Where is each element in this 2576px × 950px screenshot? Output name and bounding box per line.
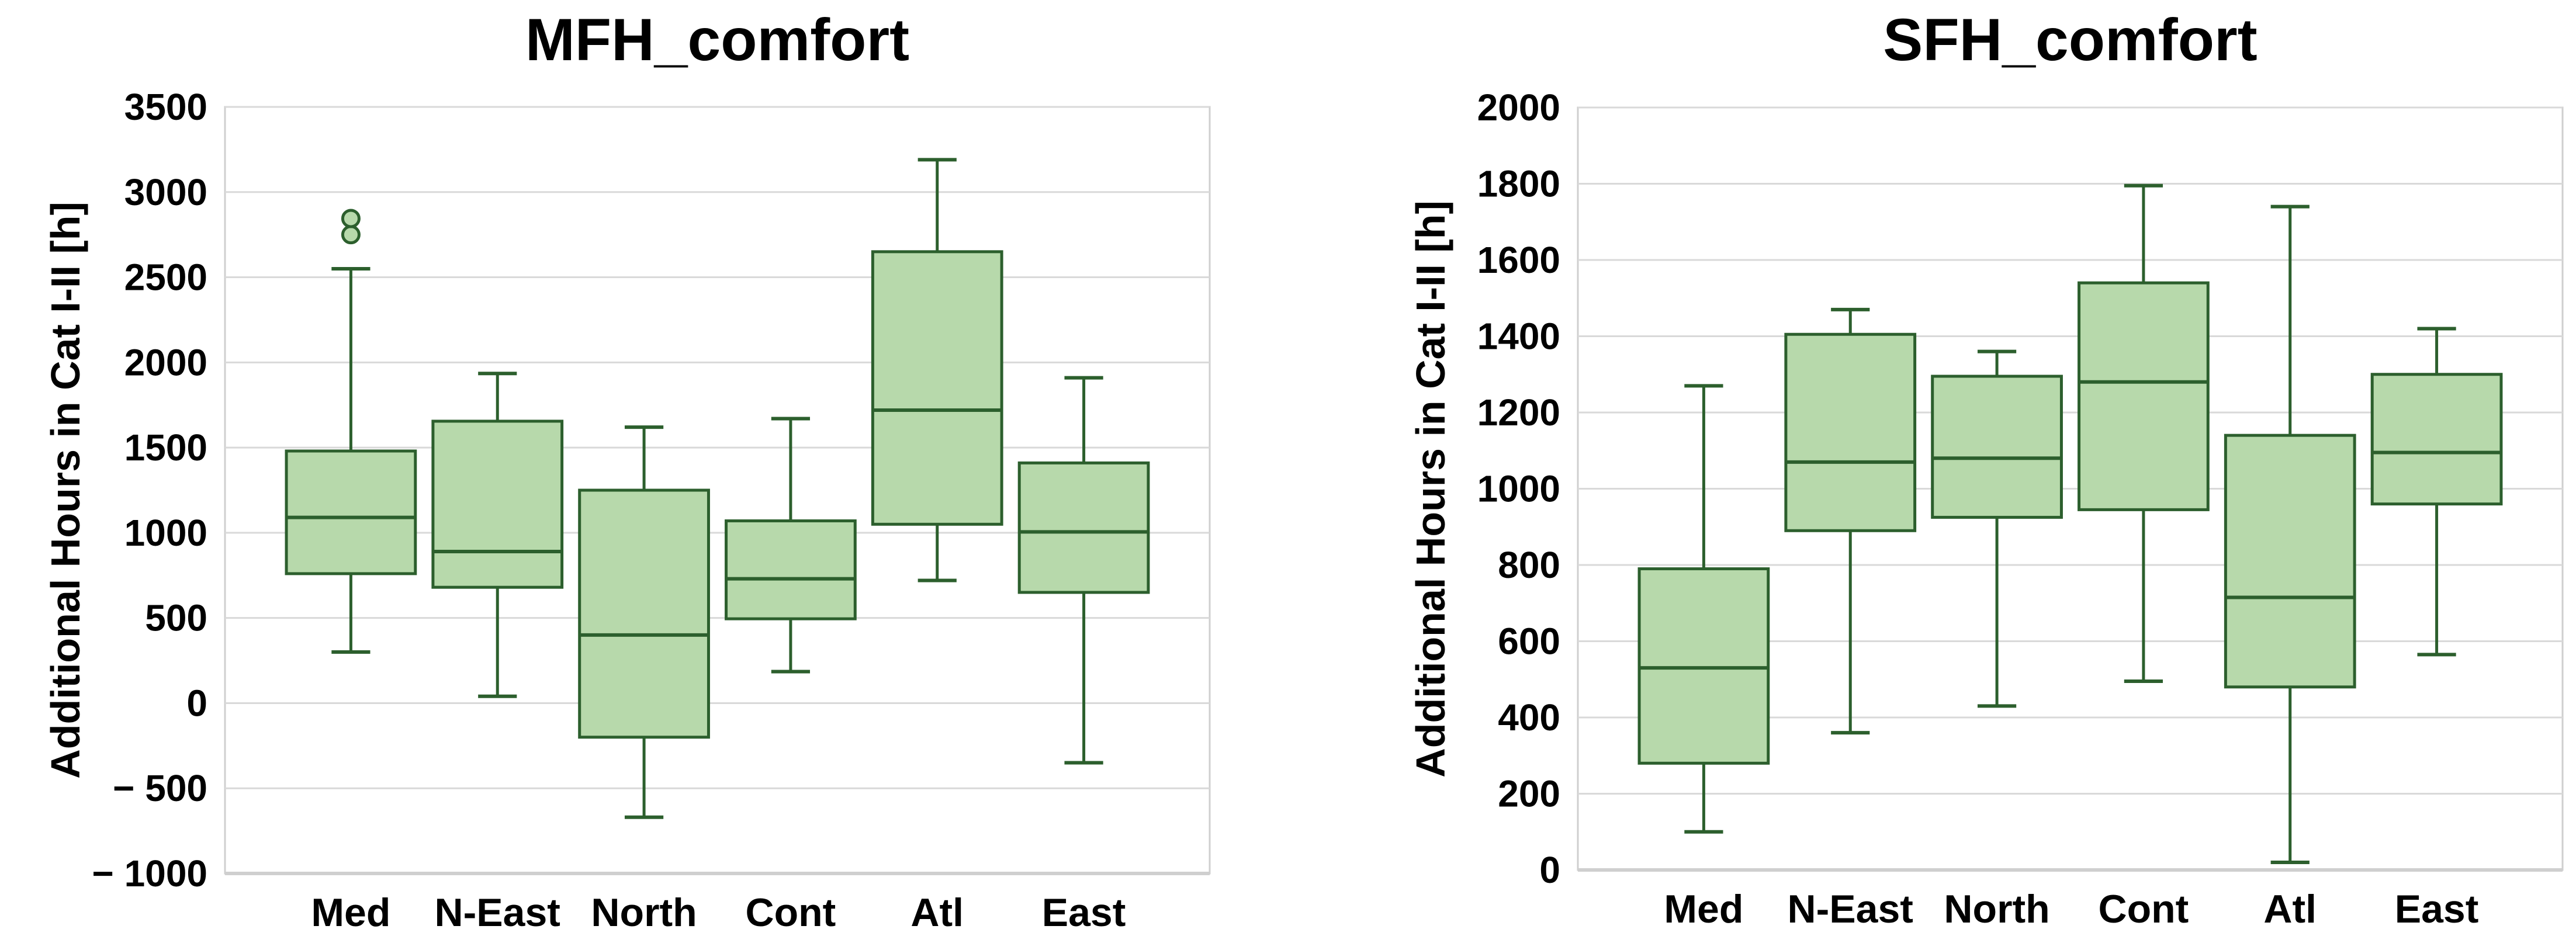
iqr-box <box>871 250 1003 526</box>
box-group-med <box>1637 384 1770 834</box>
y-tick-label: 2500 <box>124 256 207 299</box>
box-group-cont <box>725 417 857 674</box>
iqr-box <box>2078 281 2210 511</box>
y-tick-label: − 1000 <box>92 852 207 894</box>
x-category-label: East <box>2395 887 2479 931</box>
iqr-box <box>2224 434 2356 689</box>
y-tick-label: 3500 <box>124 86 207 128</box>
y-tick-label: 0 <box>1539 849 1560 891</box>
chart-title: SFH_comfort <box>1883 6 2258 73</box>
x-category-label: Med <box>311 890 390 935</box>
iqr-box <box>1784 332 1917 532</box>
outlier-point <box>341 209 361 228</box>
chart-title: MFH_comfort <box>525 6 910 73</box>
box-group-north <box>578 425 710 819</box>
box-group-n-east <box>431 372 564 698</box>
y-tick-label: 200 <box>1498 773 1560 815</box>
outlier-point <box>341 225 361 245</box>
plot-area: 2000180016001400120010008006004002000Med… <box>1477 86 2564 931</box>
x-category-label: Cont <box>2099 887 2189 931</box>
x-category-label: N-East <box>1788 887 1913 931</box>
box-group-atl <box>2224 204 2356 864</box>
iqr-box <box>1931 375 2063 519</box>
y-tick-label: 1400 <box>1477 315 1560 358</box>
y-tick-label: 0 <box>186 682 207 724</box>
box-group-north <box>1931 349 2063 708</box>
iqr-box <box>1637 567 1770 765</box>
y-tick-label: 500 <box>145 597 207 639</box>
x-category-label: Atl <box>2263 887 2317 931</box>
x-category-label: North <box>1944 887 2049 931</box>
iqr-box <box>431 419 564 589</box>
iqr-box <box>578 488 710 739</box>
y-tick-label: 1600 <box>1477 239 1560 281</box>
box-group-med <box>285 209 417 654</box>
y-tick-label: 1800 <box>1477 163 1560 205</box>
box-group-atl <box>871 158 1003 583</box>
iqr-box <box>725 519 857 620</box>
y-tick-label: 400 <box>1498 696 1560 738</box>
box-group-n-east <box>1784 307 1917 735</box>
y-tick-label: 1200 <box>1477 391 1560 434</box>
y-tick-label: 1000 <box>1477 468 1560 510</box>
x-category-label: N-East <box>435 890 560 935</box>
y-tick-label: 1500 <box>124 427 207 469</box>
x-category-label: Atl <box>910 890 964 935</box>
plot-area: 3500 3000 2500 2000 1500 1000 500 0 − 500 − 1000 M… <box>92 86 1211 935</box>
iqr-box <box>285 449 417 575</box>
chart-sfh-comfort: SFH_comfort Additional Hours in Cat I-II… <box>1288 0 2576 950</box>
y-tick-label: 3000 <box>124 171 207 213</box>
box-group-cont <box>2078 183 2210 684</box>
y-tick-label: 2000 <box>1477 86 1560 129</box>
x-category-label: Cont <box>746 890 836 935</box>
y-tick-label: 1000 <box>124 512 207 554</box>
y-tick-label: 600 <box>1498 620 1560 663</box>
box-group-east <box>1017 376 1150 765</box>
x-category-label: East <box>1042 890 1126 935</box>
chart-mfh-comfort: MFH_comfort Additional Hours in Cat I-II… <box>43 6 1211 935</box>
y-tick-label: − 500 <box>113 767 207 809</box>
box-group-east <box>2370 327 2503 657</box>
y-tick-label: 800 <box>1498 544 1560 586</box>
iqr-box <box>2370 373 2503 506</box>
x-category-label: North <box>591 890 697 935</box>
x-category-label: Med <box>1664 887 1743 931</box>
y-tick-label: 2000 <box>124 341 207 383</box>
iqr-box <box>1017 461 1150 594</box>
